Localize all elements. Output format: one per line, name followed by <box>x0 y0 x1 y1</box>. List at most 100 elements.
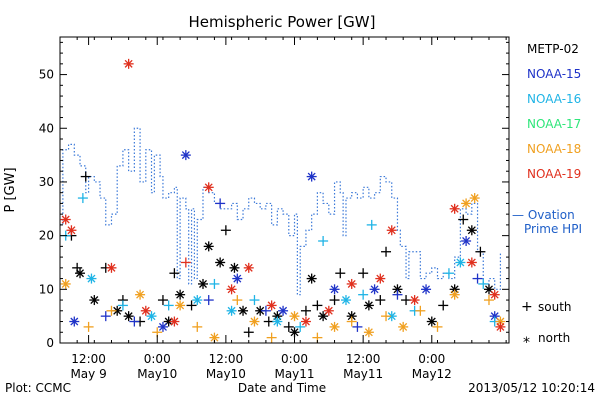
noaa-18-north-point <box>135 289 146 300</box>
marker-stroke <box>61 279 70 288</box>
x-tick-time-label: 0:00 <box>144 352 171 366</box>
metp-02-north-point <box>175 289 186 300</box>
legend-entry-metp-02: METP-02 <box>527 42 579 56</box>
noaa-19-north-point <box>60 214 71 225</box>
x-tick-time-label: 0:00 <box>418 352 445 366</box>
noaa-15-north-point <box>329 284 340 295</box>
marker-stroke <box>470 194 479 203</box>
noaa-19-north-point <box>489 289 500 300</box>
noaa-18-north-point <box>289 311 300 322</box>
noaa-16-south-point <box>318 236 329 246</box>
legend-ovation-label: — Ovation <box>512 208 575 222</box>
marker-stroke <box>204 183 213 192</box>
marker-stroke <box>341 296 350 305</box>
metp-02-north-point <box>466 225 477 236</box>
noaa-15-north-point <box>278 305 289 316</box>
noaa-15-north-point <box>180 150 191 161</box>
marker-stroke <box>347 279 356 288</box>
marker-stroke <box>364 301 373 310</box>
noaa-16-south-point <box>209 278 220 289</box>
legend: METP-02 NOAA-15 NOAA-16 NOAA-17 NOAA-18 NOAA-… <box>512 42 582 351</box>
noaa-18-south-point <box>415 305 426 316</box>
marker-stroke <box>244 263 253 272</box>
marker-stroke <box>239 306 248 315</box>
noaa-19-south-point <box>180 257 191 268</box>
legend-south-symbol: + <box>521 299 533 315</box>
metp-02-north-point <box>363 300 374 311</box>
marker-stroke <box>450 290 459 299</box>
marker-stroke <box>364 328 373 337</box>
marker-stroke <box>484 285 493 294</box>
marker-stroke <box>113 306 122 315</box>
x-tick-date-label: May10 <box>206 367 246 381</box>
marker-stroke <box>450 204 459 213</box>
marker-stroke <box>307 172 316 181</box>
metp-02-north-point <box>426 316 437 327</box>
metp-02-north-point <box>197 278 208 289</box>
noaa-16-south-point <box>163 300 174 311</box>
noaa-18-north-point <box>329 321 340 332</box>
marker-stroke <box>399 322 408 331</box>
marker-stroke <box>250 317 259 326</box>
marker-stroke <box>176 301 185 310</box>
y-tick-label: 20 <box>39 229 54 243</box>
metp-02-south-point <box>186 300 197 311</box>
noaa-15-south-point <box>129 316 140 327</box>
noaa-19-north-point <box>409 295 420 306</box>
marker-stroke <box>370 285 379 294</box>
x-tick-date-label: May12 <box>412 367 452 381</box>
marker-stroke <box>490 290 499 299</box>
ovation-prime-hpi-line <box>60 127 502 296</box>
legend-entry-noaa-16: NOAA-16 <box>527 92 581 106</box>
marker-stroke <box>141 306 150 315</box>
marker-stroke <box>290 312 299 321</box>
ovation-hpi-path <box>60 127 502 296</box>
noaa-15-north-point <box>69 316 80 327</box>
noaa-19-north-point <box>140 305 151 316</box>
marker-stroke <box>462 199 471 208</box>
noaa-19-north-point <box>300 316 311 327</box>
marker-stroke <box>61 215 70 224</box>
y-axis-label: P [GW] <box>3 167 18 212</box>
marker-stroke <box>90 296 99 305</box>
noaa-18-north-point <box>461 198 472 209</box>
marker-stroke <box>330 322 339 331</box>
metp-02-north-point <box>306 273 317 284</box>
y-tick-label: 10 <box>39 282 54 296</box>
marker-stroke <box>107 263 116 272</box>
metp-02-south-point <box>169 268 180 279</box>
noaa-19-north-point <box>466 257 477 268</box>
noaa-16-south-point <box>249 295 260 306</box>
noaa-18-north-point <box>249 316 260 327</box>
marker-stroke <box>230 263 239 272</box>
legend-entry-noaa-17: NOAA-17 <box>527 117 581 131</box>
marker-stroke <box>324 306 333 315</box>
marker-stroke <box>227 285 236 294</box>
marker-stroke <box>387 312 396 321</box>
noaa-16-north-point <box>272 316 283 327</box>
noaa-18-south-point <box>432 321 443 332</box>
noaa-16-north-point <box>226 305 237 316</box>
noaa-19-north-point <box>169 316 180 327</box>
noaa-19-north-point <box>66 225 77 236</box>
noaa-15-north-point <box>369 284 380 295</box>
noaa-15-north-point <box>157 321 168 332</box>
marker-stroke <box>301 317 310 326</box>
marker-stroke <box>87 274 96 283</box>
plot-timestamp: 2013/05/12 10:20:14 <box>468 381 595 395</box>
legend-south-label: south <box>538 300 572 314</box>
noaa-16-south-point <box>77 193 88 204</box>
noaa-18-north-point <box>60 278 71 289</box>
marker-stroke <box>422 285 431 294</box>
metp-02-south-point <box>157 295 168 306</box>
noaa-19-north-point <box>386 225 397 236</box>
marker-stroke <box>227 306 236 315</box>
metp-02-north-point <box>89 295 100 306</box>
marker-stroke <box>267 301 276 310</box>
noaa-19-north-point <box>375 273 386 284</box>
legend-north-label: north <box>538 331 570 345</box>
noaa-18-north-point <box>175 300 186 311</box>
noaa-15-south-point <box>100 311 111 322</box>
x-tick-time-label: 12:00 <box>346 352 381 366</box>
